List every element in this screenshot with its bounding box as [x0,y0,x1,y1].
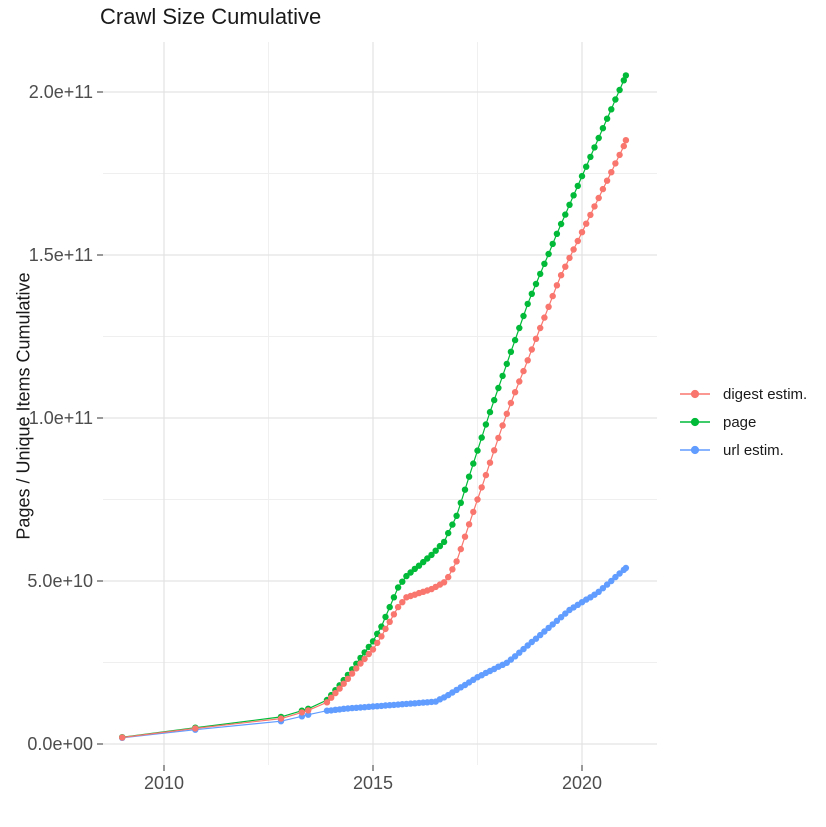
y-tick-label: 1.0e+11 [28,408,93,428]
x-tick-label: 2020 [561,773,603,793]
legend: digest estim. page url estim. [678,380,807,464]
x-tick-label: 2010 [143,773,185,793]
y-tick-label: 2.0e+11 [28,82,93,102]
legend-item-url: url estim. [678,436,807,464]
x-tick-label: 2015 [352,773,394,793]
legend-label: digest estim. [723,385,808,403]
legend-item-page: page [678,408,807,436]
chart-title: Crawl Size Cumulative [100,4,322,29]
legend-label: page [723,413,757,431]
legend-key-icon [680,389,710,399]
y-tick-label: 1.5e+11 [28,245,93,265]
y-tick-label: 5.0e+10 [27,571,93,591]
legend-label: url estim. [723,441,784,459]
y-tick-label: 0.0e+00 [27,734,93,754]
legend-key-icon [680,445,710,455]
legend-item-digest: digest estim. [678,380,807,408]
legend-key-icon [680,417,710,427]
